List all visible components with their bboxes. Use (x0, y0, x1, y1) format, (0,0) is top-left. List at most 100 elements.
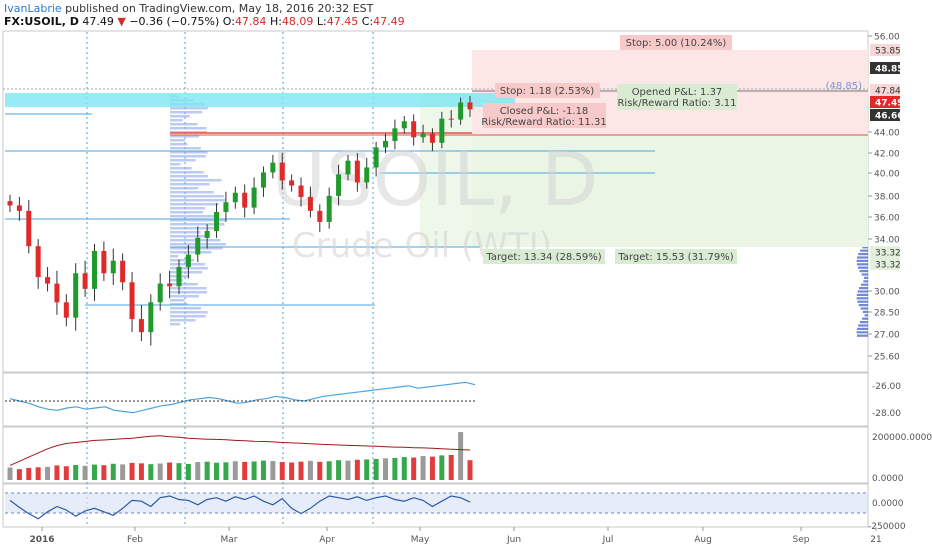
profile-bar (170, 299, 185, 302)
time-tick-label: Jun (506, 535, 521, 545)
candle-body (448, 118, 454, 120)
right-profile-bar (861, 273, 868, 276)
candle-body (120, 260, 126, 283)
price-tick-label: 38.00 (874, 193, 900, 203)
profile-bar (170, 223, 225, 226)
right-profile-bar (864, 276, 868, 279)
volume-bar (392, 457, 398, 480)
published-text: published on TradingView.com, May 18, 20… (65, 2, 374, 15)
profile-bar (170, 203, 219, 206)
price-label: 47.84 (875, 87, 901, 97)
volume-bar (467, 460, 473, 480)
price-tick-label: 56.00 (874, 33, 900, 43)
volume-pane-frame (2, 426, 869, 484)
candle-body (364, 167, 370, 183)
last-price: 47.49 (82, 15, 114, 28)
volume-bar (354, 459, 360, 480)
profile-bar (170, 107, 208, 110)
volume-bar (195, 462, 201, 480)
profile-bar (170, 175, 208, 178)
author-link[interactable]: IvanLabrie (4, 2, 62, 15)
candle-body (110, 260, 116, 274)
time-tick-label: Feb (127, 535, 143, 545)
price-label: 33.32 (875, 261, 901, 271)
target-outer-box (615, 249, 737, 264)
candle-body (336, 174, 342, 196)
osc-tick: -250000 (868, 522, 906, 532)
profile-bar (170, 199, 226, 202)
candle-body (467, 102, 473, 110)
time-tick-label: Apr (319, 535, 335, 545)
right-profile-bar (859, 287, 868, 290)
profile-bar (170, 187, 199, 190)
volume-bar (167, 462, 173, 480)
candle-body (91, 250, 97, 289)
profile-bar (170, 255, 179, 258)
volume-bar (317, 461, 323, 480)
right-profile-bar (856, 293, 868, 296)
candle-body (7, 201, 13, 206)
price-tick-label: 27.00 (874, 331, 900, 341)
volume-bar (185, 463, 191, 480)
volume-bar (45, 466, 51, 480)
target-inner-box (483, 249, 605, 264)
horizontal-levels (5, 113, 655, 306)
time-tick-label: May (411, 535, 430, 545)
target-zone-inner (420, 93, 472, 247)
ema-tick: -26.00 (872, 382, 901, 392)
right-profile-bar (859, 321, 868, 324)
volume-bar (420, 456, 426, 480)
profile-bar (170, 115, 190, 118)
publish-line: IvanLabrie published on TradingView.com,… (4, 2, 373, 15)
candle-body (317, 210, 323, 222)
candle-body (138, 319, 144, 333)
profile-bar (170, 311, 208, 314)
profile-bar (170, 127, 207, 130)
closed-box (483, 103, 606, 128)
volume-bar (157, 463, 163, 480)
right-profile-bar (857, 300, 868, 303)
bracket-price: (48.85) (826, 81, 863, 92)
profile-bar (170, 319, 196, 322)
rr-opened: Risk/Reward Ratio: 3.11 (617, 98, 736, 109)
time-tick-label: Aug (694, 535, 712, 545)
volume-bar (260, 460, 266, 480)
profile-bar (170, 135, 200, 138)
profile-bar (170, 259, 194, 262)
oscillator-line (9, 495, 471, 520)
price-tick-label: 28.50 (874, 309, 900, 319)
profile-bar (170, 171, 204, 174)
volume-bar (383, 458, 389, 480)
candle-body (392, 128, 398, 141)
time-tick-label: 2016 (29, 535, 54, 545)
profile-bar (170, 123, 198, 126)
candle-body (73, 273, 79, 318)
candle-body (45, 277, 51, 284)
time-axis[interactable]: 2016 Feb Mar Apr May Jun Jul Aug Sep 21 (29, 527, 882, 545)
price-axis[interactable]: 56.00 44.00 42.00 40.00 38.00 36.00 34.00 30.00… (868, 33, 900, 363)
right-profile-bar (857, 266, 868, 269)
volume-bar (204, 461, 210, 480)
ema-tick: -28.00 (872, 409, 901, 419)
profile-bar (170, 323, 180, 326)
price-label-box (870, 246, 900, 258)
vol-tick: 0.0000 (872, 474, 904, 484)
candle-body (35, 246, 41, 278)
candle-body (16, 205, 22, 211)
volume-bar (101, 465, 107, 480)
volume-bar (91, 464, 97, 480)
symbol-legend: FX:USOIL, D 47.49 ▼ −0.36 (−0.75%) O:47.… (4, 15, 405, 28)
time-tick-label: Mar (221, 535, 238, 545)
profile-bar (170, 231, 201, 234)
volume-bar (73, 465, 79, 480)
candle-body (289, 180, 295, 186)
low-value: 47.45 (326, 15, 359, 28)
volume-bar (26, 467, 32, 480)
profile-bar (170, 155, 206, 158)
volume-bar (373, 458, 379, 480)
volume-bar (242, 461, 248, 480)
volume-bar (232, 461, 238, 480)
stop-inner-box (495, 83, 600, 98)
pane-axes: -26.00 -28.00 200000.0000 0.0000 0.0000 … (868, 382, 932, 532)
